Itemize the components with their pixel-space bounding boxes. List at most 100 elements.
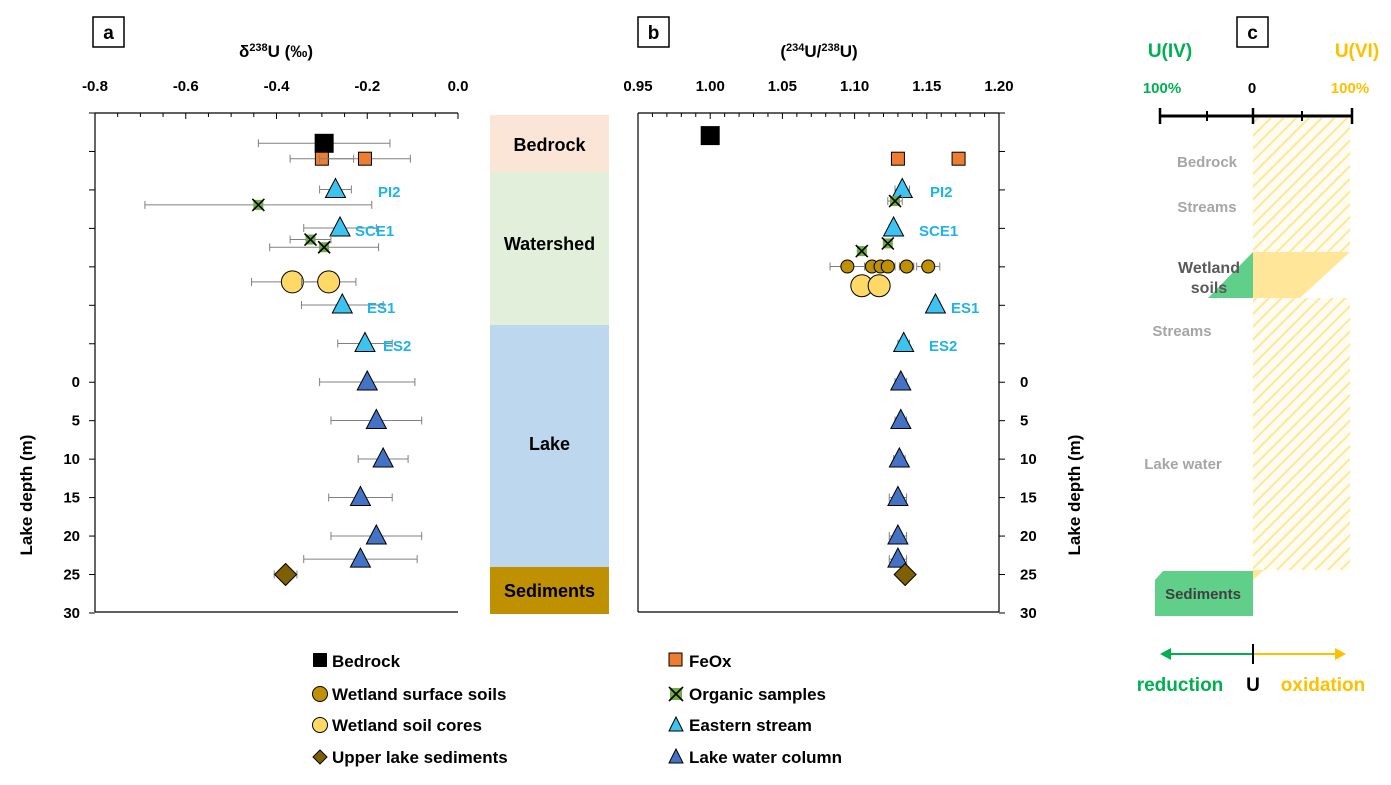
site-label-pi2-b: PI2 [930,184,953,201]
site-label-es1: ES1 [367,300,395,317]
legend-eastern-stream-marker [668,715,684,732]
data-point-wetland-surface-soils [899,259,914,274]
data-point-wetland-soil-cores [867,274,891,298]
oxidation-arrowhead [1335,648,1346,660]
data-point-bedrock [314,133,334,153]
x-tick-label: 1.10 [840,78,869,95]
data-point-eastern-stream [354,331,376,352]
panel-a-label: a [103,23,114,44]
panel-a: a δ238U (‰) -0.8 -0.6 -0.4 -0.2 0.0 0 5 10 15 20… [17,16,469,622]
row-streams-1: Streams [1177,199,1236,216]
x-tick-label: 1.00 [696,78,725,95]
panel-b-y-title: Lake depth (m) [1065,435,1084,556]
y-tick-label: 25 [63,567,80,584]
reduction-arrowhead [1160,648,1171,660]
u-vi-percent: 100% [1331,80,1369,97]
panel-b-x-tick-labels: 0.95 1.00 1.05 1.10 1.15 1.20 [623,78,1013,95]
panel-a-y-ticks [89,112,95,614]
site-label-es2-b: ES2 [929,338,957,355]
data-point-lake-water-column [372,446,394,468]
y-tick-label: 10 [1020,451,1037,468]
zone-bedrock-label: Bedrock [513,135,586,155]
row-sediments: Sediments [1165,586,1241,603]
legend-wetland-core-label: Wetland soil cores [332,716,482,735]
legend-upper-sediment-label: Upper lake sediments [332,748,508,767]
x-tick-label: 0.0 [448,78,469,95]
site-label-es1-b: ES1 [951,300,979,317]
panel-b-x-title: (234U/238U) [780,42,857,61]
data-point-bedrock [700,126,720,146]
panel-c-label-box [1236,16,1269,48]
data-point-lake-water-column [356,369,379,391]
data-point-eastern-stream [892,331,915,352]
data-point-wetland-surface-soils [921,259,936,274]
zero-label: 0 [1248,80,1256,97]
row-wetland-2: soils [1191,280,1228,297]
data-point-eastern-stream [331,292,354,314]
panel-a-y-title: Lake depth (m) [17,435,36,556]
legend-organic-label: Organic samples [689,685,826,704]
row-lake-water: Lake water [1144,456,1222,473]
data-point-feox [951,151,966,166]
y-tick-label: 20 [1020,528,1037,545]
row-streams-2: Streams [1152,323,1211,340]
row-wetland-1: Wetland [1178,260,1240,277]
data-point-feox [890,151,905,166]
data-point-lake-water-column [887,547,909,568]
panel-c: c U(IV) U(VI) 100% 0 100% Bedrock Stream… [1137,16,1379,696]
legend-bedrock-marker [313,653,327,667]
x-tick-label: -0.4 [264,78,291,95]
u-iv-percent: 100% [1143,80,1181,97]
data-point-lake-water-column [889,408,912,429]
data-point-organic-samples [855,244,869,258]
panel-b: b (234U/238U) 0.95 1.00 1.05 1.10 1.15 1.20 0… [623,16,1084,622]
legend-lake-water-label: Lake water column [689,748,842,767]
wetland-u-iv-fill [1208,252,1253,298]
row-bedrock: Bedrock [1177,154,1238,171]
x-tick-label: 1.15 [912,78,941,95]
panel-c-label: c [1247,23,1258,44]
panel-b-y-ticks [999,112,1005,614]
data-point-eastern-stream [329,215,351,237]
sediment-transition [1253,570,1264,580]
legend-feox-marker [668,652,683,667]
zone-sediments [490,567,609,614]
data-point-wetland-surface-soils [880,259,895,274]
y-tick-label: 15 [63,490,80,507]
data-point-lake-water-column [887,485,909,506]
y-tick-label: 10 [63,451,80,468]
data-point-organic-samples [251,198,265,212]
y-tick-label: 30 [63,605,80,622]
y-tick-label: 0 [1020,374,1028,391]
legend-lake-water-marker [668,747,684,764]
y-tick-label: 5 [72,413,80,430]
panel-a-marks [144,133,423,587]
x-tick-label: 1.20 [984,78,1013,95]
data-point-lake-water-column [349,547,372,568]
oxidation-label: oxidation [1281,675,1365,696]
data-point-organic-samples [317,240,331,254]
panel-a-x-ticks [94,113,459,119]
data-point-lake-water-column [887,523,909,545]
zone-sediments-label: Sediments [504,581,595,601]
y-tick-label: 15 [1020,490,1037,507]
data-point-organic-samples [303,232,318,247]
site-label-es2: ES2 [383,338,411,355]
panel-b-label-box [637,16,670,48]
x-tick-label: 1.05 [768,78,797,95]
data-point-eastern-stream [324,177,347,198]
y-tick-label: 5 [1020,413,1028,430]
data-point-eastern-stream [882,215,905,237]
y-tick-label: 0 [72,374,80,391]
legend-eastern-stream-label: Eastern stream [689,716,812,735]
data-point-lake-water-column [365,523,388,545]
hatch-lower [1253,298,1350,570]
zone-lake-label: Lake [529,434,570,454]
panel-b-y-tick-labels: 0 5 10 15 20 25 30 [1020,374,1037,622]
y-tick-label: 25 [1020,567,1037,584]
legend-feox-label: FeOx [689,652,732,671]
panel-a-y-tick-labels: 0 5 10 15 20 25 30 [63,374,80,622]
data-point-organic-samples [881,236,895,250]
data-point-feox [357,151,372,166]
